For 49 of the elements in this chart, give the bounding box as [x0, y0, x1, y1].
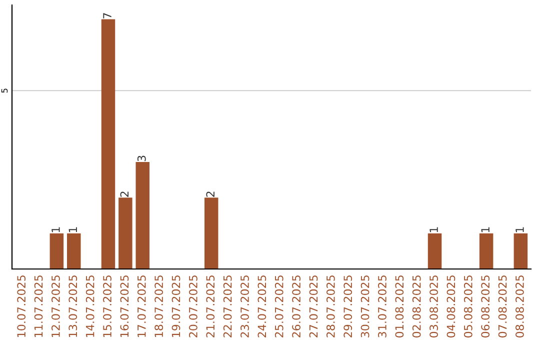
- bar: [101, 19, 116, 269]
- bar: [428, 233, 442, 269]
- x-tick-label: 04.08.2025: [446, 276, 456, 338]
- x-tick-label: 19.07.2025: [172, 276, 180, 337]
- data-label: 1: [52, 227, 60, 232]
- x-tick-label: 14.07.2025: [86, 276, 94, 337]
- bar: [50, 233, 64, 269]
- x-tick-label: 12.07.2025: [52, 276, 60, 337]
- x-tick-label: 31.07.2025: [378, 276, 386, 338]
- x-tick-label: 03.08.2025: [430, 276, 438, 338]
- x-tick-label: 21.07.2025: [206, 276, 215, 338]
- bar: [66, 233, 81, 269]
- data-label: 1: [516, 227, 524, 232]
- data-label: 1: [481, 227, 490, 232]
- bar: [204, 198, 218, 269]
- x-tick-label: 02.08.2025: [412, 276, 421, 338]
- x-tick-label: 20.07.2025: [188, 276, 198, 338]
- x-tick-label: 17.07.2025: [137, 276, 146, 337]
- x-tick-label: 29.07.2025: [344, 276, 352, 338]
- x-tick-label: 11.07.2025: [34, 276, 43, 337]
- x-tick-label: 15.07.2025: [103, 276, 112, 337]
- data-label: 2: [206, 192, 214, 197]
- x-tick-label: 18.07.2025: [154, 276, 164, 337]
- data-label: 1: [68, 227, 77, 232]
- x-tick-label: 06.08.2025: [481, 276, 490, 338]
- data-label: 7: [103, 13, 112, 18]
- data-label: 1: [430, 227, 438, 232]
- bar: [479, 233, 494, 269]
- data-label: 2: [120, 192, 128, 197]
- x-tick-label: 08.08.2025: [516, 276, 524, 338]
- x-tick-label: 10.07.2025: [17, 276, 26, 337]
- x-tick-label: 05.08.2025: [464, 276, 472, 338]
- x-tick-label: 26.07.2025: [292, 276, 300, 338]
- data-label: 3: [137, 156, 146, 162]
- bar: [514, 233, 528, 269]
- bar: [136, 162, 150, 269]
- x-tick-label: 27.07.2025: [309, 276, 318, 338]
- y-tick-label: 5: [1, 88, 8, 93]
- x-tick-label: 07.08.2025: [498, 276, 507, 338]
- bar: [118, 198, 132, 269]
- x-tick-label: 24.07.2025: [258, 276, 266, 338]
- x-tick-label: 22.07.2025: [223, 276, 232, 338]
- x-tick-label: 25.07.2025: [274, 276, 284, 338]
- x-tick-label: 23.07.2025: [240, 276, 249, 338]
- x-tick-label: 13.07.2025: [68, 276, 78, 337]
- x-tick-label: 16.07.2025: [120, 276, 129, 337]
- x-tick-label: 01.08.2025: [395, 276, 404, 338]
- x-tick-label: 28.07.2025: [326, 276, 335, 338]
- x-tick-label: 30.07.2025: [360, 276, 370, 338]
